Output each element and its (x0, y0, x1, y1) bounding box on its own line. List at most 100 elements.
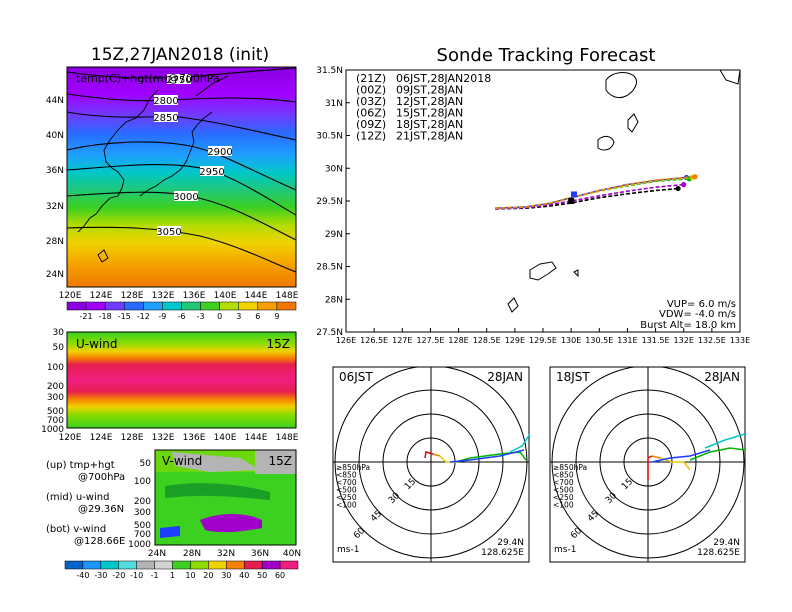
colorbar-swatch (136, 560, 155, 570)
x-tick-label: 130E (561, 336, 581, 345)
colorbar-swatch (243, 560, 263, 570)
map-x-tick: 124E (90, 291, 113, 301)
legend-code: (12Z) (356, 130, 386, 143)
v-x-tick: 28N (183, 549, 201, 559)
v-wind-time: 15Z (269, 454, 293, 468)
trace-500 (455, 451, 527, 463)
u-y-tick: 100 (47, 363, 64, 373)
u-x-tick: 136E (183, 433, 206, 443)
x-tick-label: 130.5E (585, 336, 613, 345)
hodograph-06jst: 06JST 28JAN 15 30 45 60 ≥850hPa<850<700<… (332, 366, 530, 563)
v-x-tick: 32N (217, 549, 235, 559)
colorbar-tick: 10 (185, 571, 195, 580)
v-y-tick: 300 (134, 508, 151, 518)
colorbar-swatch (208, 560, 227, 570)
hodograph-level-label: <700 (553, 478, 574, 487)
u-wind-time: 15Z (267, 337, 291, 351)
colorbar-tick: 40 (239, 571, 249, 580)
colorbar-tick: -1 (151, 571, 159, 580)
hodograph-lon: 128.625E (697, 548, 740, 558)
colorbar-tick: -12 (137, 312, 150, 321)
asia-coastline (77, 89, 159, 233)
v-wind-darkgreen-band (165, 483, 270, 500)
map-x-tick: 140E (214, 291, 237, 301)
colorbar-tick: -10 (130, 571, 143, 580)
u-wind-frame (66, 331, 297, 429)
y-tick-label: 29N (325, 230, 343, 240)
hodograph-lat: 29.4N (497, 538, 524, 548)
panel-legend: (up) tmp+hgt @700hPa (mid) u-wind @29.36… (46, 460, 125, 547)
hodograph-level-legend: ≥850hPa<850<700<500<250<100 (553, 463, 587, 510)
u-x-tick: 120E (59, 433, 82, 443)
colorbar-tick: -18 (99, 312, 112, 321)
island-coast (597, 135, 615, 151)
u-x-tick: 148E (276, 433, 299, 443)
colorbar-tick: -21 (80, 312, 93, 321)
hodograph-level-label: <100 (336, 501, 357, 510)
x-tick-label: 132.5E (698, 336, 726, 345)
legend-time: 12JST,28JAN (396, 95, 463, 108)
tracking-frame (345, 69, 741, 333)
u-y-tick: 300 (47, 393, 64, 403)
legend-code: (06Z) (356, 107, 386, 120)
trace-250 (704, 433, 745, 449)
x-tick-label: 127.5E (416, 336, 444, 345)
u-y-tick: 700 (47, 416, 64, 426)
y-tick-label: 31.5N (316, 66, 343, 76)
map-x-tick: 120E (59, 291, 82, 301)
map-y-tick: 24N (46, 270, 64, 280)
contour-2900 (67, 141, 296, 191)
x-tick-label: 129.5E (529, 336, 557, 345)
track-endpoint (675, 185, 681, 192)
legend-time: 06JST,28JAN2018 (396, 72, 491, 85)
u-x-tick: 144E (245, 433, 268, 443)
tracking-coastlines (507, 70, 740, 313)
hodograph-trace (424, 434, 529, 463)
v-y-tick: 100 (134, 477, 151, 487)
hodograph-time: 18JST (556, 370, 590, 384)
u-wind-label: U-wind (76, 337, 117, 351)
trace-100 (651, 449, 711, 463)
colorbar-tick: 20 (203, 571, 213, 580)
v-wind-purple-core (200, 514, 262, 533)
x-tick-label: 128E (448, 336, 468, 345)
legend-code: (09Z) (356, 118, 386, 131)
u-x-tick: 128E (121, 433, 144, 443)
x-tick-label: 132E (674, 336, 694, 345)
u-y-tick: 30 (53, 328, 65, 338)
tracking-legend: (21Z) 06JST,28JAN2018 (00Z) 09JST,28JAN (03Z… (356, 72, 491, 143)
tracking-chart: 126E 126.5E 127E 127.5E 128E 128.5E 129E 129.5E… (316, 66, 750, 345)
u-y-tick: 200 (47, 382, 64, 392)
colorbar-swatch (257, 301, 278, 311)
y-tick-label: 31N (325, 99, 343, 109)
colorbar-tick: -6 (178, 312, 186, 321)
legend-code: (03Z) (356, 95, 386, 108)
hodograph-rings (333, 367, 529, 562)
track-marker (568, 198, 575, 204)
hodograph-lat: 29.4N (713, 538, 740, 548)
map-field-label: temp(C)+hgt(m)@700hPa (76, 72, 220, 85)
contour-label-2950: 2950 (199, 167, 224, 178)
hodograph-level-label: ≥850hPa (336, 463, 370, 472)
hodograph-unit: ms-1 (554, 545, 576, 555)
contour-label-2850: 2850 (153, 113, 178, 124)
map-overlays: 2750 2800 2850 2900 2950 3000 3050 (67, 67, 296, 273)
japan-coastline (139, 111, 213, 197)
colorbar-tick: -9 (158, 312, 166, 321)
trace-500 (689, 447, 745, 461)
trace-surface (424, 451, 434, 459)
contour-label-3000: 3000 (173, 192, 198, 203)
trace-250 (509, 434, 529, 453)
hodograph-level-label: ≥850hPa (553, 463, 587, 472)
map-y-tick: 28N (46, 237, 64, 247)
y-tick-label: 28.5N (316, 263, 343, 273)
map-title: 15Z,27JAN2018 (init) (91, 45, 269, 65)
hodograph-level-label: <500 (553, 486, 574, 495)
y-tick-label: 29.5N (316, 197, 343, 207)
map-y-tick: 32N (46, 202, 64, 212)
colorbar-swatch (124, 301, 144, 311)
u-wind-panel: U-wind 15Z 30 50 100 200 300 500 700 100… (41, 328, 299, 443)
colorbar-tick: -40 (76, 571, 89, 580)
map-y-tick: 40N (46, 131, 64, 141)
